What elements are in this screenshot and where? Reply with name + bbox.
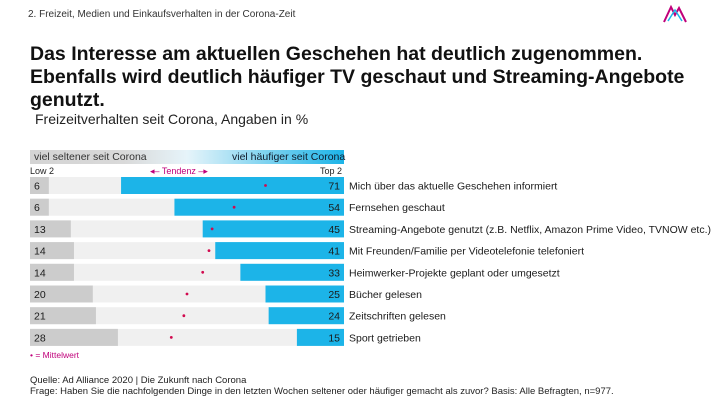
question-note: Frage: Haben Sie die nachfolgenden Dinge…: [30, 386, 614, 397]
mean-dot: [210, 227, 214, 231]
top-bar: [215, 242, 344, 260]
top-value-label: 33: [328, 267, 340, 279]
top-value-label: 45: [328, 224, 340, 236]
mean-dot: [169, 336, 173, 339]
top-value-label: 15: [328, 332, 340, 344]
top-bar: [121, 177, 344, 194]
scale-right-label: viel häufiger seit Corona: [232, 151, 346, 163]
row-background: [30, 307, 344, 325]
mean-dot: [264, 184, 267, 187]
low-bar: [30, 242, 74, 260]
top-2-label: Top 2: [320, 166, 343, 176]
top-bar: [174, 198, 344, 216]
top-value-label: 24: [328, 311, 340, 323]
top-bar: [265, 285, 344, 303]
low-bar: [30, 285, 93, 303]
top-value-label: 71: [328, 181, 340, 193]
low-bar: [30, 307, 96, 325]
low-value-label: 28: [34, 332, 46, 344]
tendenz-label: ◂– Tendenz –▸: [150, 166, 208, 176]
top-bar: [296, 328, 344, 346]
mean-dot: [232, 205, 236, 209]
mean-dot: [201, 270, 205, 274]
top-bar: [268, 307, 344, 325]
category-label: Streaming-Angebote genutzt (z.B. Netflix…: [349, 224, 711, 236]
category-label: Fernsehen geschaut: [349, 202, 445, 214]
category-label: Heimwerker-Projekte geplant oder umgeset…: [349, 267, 560, 279]
low-value-label: 14: [34, 267, 46, 279]
low-bar: [30, 177, 49, 194]
mittelwert-legend: • = Mittelwert: [30, 350, 80, 360]
mean-dot: [207, 249, 211, 253]
headline: Das Interesse am aktuellen Geschehen hat…: [30, 43, 685, 111]
source-note: Quelle: Ad Alliance 2020 | Die Zukunft n…: [30, 375, 247, 386]
low-bar: [30, 220, 71, 238]
chart-subtitle: Freizeitverhalten seit Corona, Angaben i…: [35, 111, 309, 127]
top-value-label: 41: [328, 246, 340, 258]
category-label: Mit Freunden/Familie per Videotelefonie …: [349, 246, 584, 258]
top-bar: [240, 263, 344, 281]
top-value-label: 54: [328, 202, 340, 214]
scale-left-label: viel seltener seit Corona: [34, 151, 147, 163]
brand-logo-icon: [663, 4, 687, 23]
top-value-label: 25: [328, 289, 340, 301]
category-label: Sport getrieben: [349, 332, 421, 344]
low-value-label: 14: [34, 246, 46, 258]
low-value-label: 6: [34, 202, 40, 214]
low-2-label: Low 2: [30, 166, 55, 176]
mean-dot: [182, 314, 186, 318]
low-value-label: 21: [34, 311, 46, 323]
category-label: Zeitschriften gelesen: [349, 311, 446, 323]
low-value-label: 6: [34, 181, 40, 193]
low-value-label: 20: [34, 289, 46, 301]
top-bar: [202, 220, 344, 238]
low-bar: [30, 263, 74, 281]
low-bar: [30, 328, 118, 346]
scale-gradient-bar: [30, 150, 344, 164]
low-value-label: 13: [34, 224, 46, 236]
category-label: Mich über das aktuelle Geschehen informi…: [349, 181, 557, 193]
section-title: 2. Freizeit, Medien und Einkaufsverhalte…: [28, 9, 296, 20]
category-label: Bücher gelesen: [349, 289, 422, 301]
mean-dot: [185, 292, 189, 296]
low-bar: [30, 198, 49, 216]
